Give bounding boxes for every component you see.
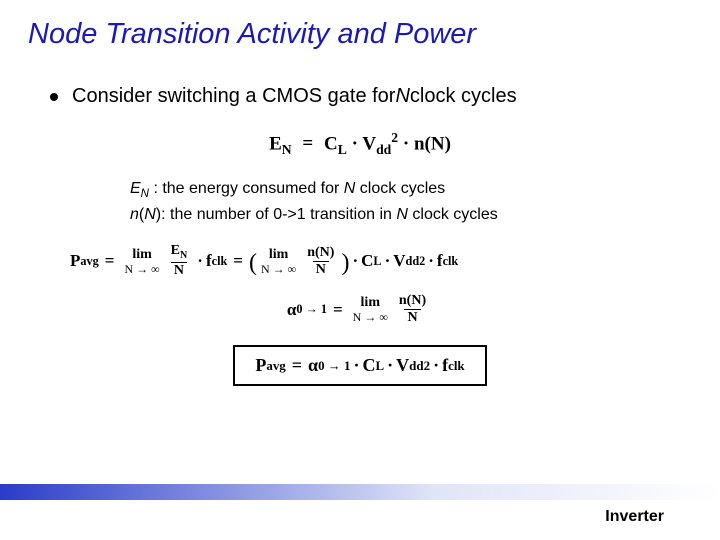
footer-label: Inverter xyxy=(605,508,664,526)
eq4-alpha: α xyxy=(308,355,318,376)
eq2-clk2: clk xyxy=(443,254,459,269)
eq4-dot3: · xyxy=(433,355,439,376)
eq2-dot4: · xyxy=(428,251,434,271)
eq2-dd: dd xyxy=(406,254,420,269)
eq4-sub: 0 → 1 xyxy=(318,358,350,374)
eq2-sq: 2 xyxy=(419,254,425,269)
eq2-clk1: clk xyxy=(212,254,228,269)
eq1-Vdd-sub: dd xyxy=(376,142,391,157)
eq2-frac2-num: n(N) xyxy=(304,246,337,261)
eq4-dot1: · xyxy=(353,355,359,376)
decorative-gradient-bar xyxy=(0,484,720,500)
eq2-avg: avg xyxy=(80,254,98,269)
eq3-lim-top: lim xyxy=(361,296,380,310)
eq2-frac1-num: EN xyxy=(168,244,191,262)
eq3-lim: lim N → ∞ xyxy=(353,296,388,323)
eq2-C: C xyxy=(361,251,373,271)
eq2-f1-Nsub: N xyxy=(180,250,187,261)
eq4-dot2: · xyxy=(387,355,393,376)
eq1-nN: n(N) xyxy=(414,133,451,154)
def-EN-N: N xyxy=(141,188,149,200)
eq2-lim2-top: lim xyxy=(269,248,288,262)
def-EN: EN : the energy consumed for N clock cyc… xyxy=(130,180,720,200)
eq1-dot1: · xyxy=(352,133,363,154)
boxed-wrap: Pavg = α0 → 1 · CL · Vdd2 · fclk xyxy=(0,345,720,386)
def-nN-Nvar: N xyxy=(396,206,408,223)
eq2-dot1: · xyxy=(197,251,203,271)
eq2-dot3: · xyxy=(385,251,391,271)
eq2-dot2: · xyxy=(352,251,358,271)
eq2-eq2: = xyxy=(233,251,243,271)
eq3-frac: n(N) N xyxy=(396,294,429,325)
def-EN-rest2: clock cycles xyxy=(355,180,445,197)
bullet-pre: Consider switching a CMOS gate for xyxy=(72,85,395,108)
equation-pavg: Pavg = lim N → ∞ EN N · fclk = ( lim N →… xyxy=(70,244,720,278)
eq2-frac1: EN N xyxy=(168,244,191,278)
eq4-V: V xyxy=(396,355,409,376)
def-nN-rest: : the number of 0->1 transition in xyxy=(161,206,396,223)
eq2-lim1-top: lim xyxy=(132,248,151,262)
eq2-V: V xyxy=(393,251,405,271)
eq2-lim1: lim N → ∞ xyxy=(124,248,159,275)
eq2-lim2: lim N → ∞ xyxy=(261,248,296,275)
eq4-dd: dd xyxy=(409,358,423,374)
eq4-eq: = xyxy=(292,355,302,376)
def-EN-E: E xyxy=(130,180,141,197)
eq1-V: V xyxy=(362,133,376,154)
eq1-E: E xyxy=(269,133,282,154)
eq4-P: P xyxy=(255,355,266,376)
bullet-N: N xyxy=(395,85,409,108)
def-EN-rest: : the energy consumed for xyxy=(149,180,344,197)
eq2-lim2-bot: N → ∞ xyxy=(261,263,296,275)
eq2-frac2: n(N) N xyxy=(304,246,337,277)
bullet-row: Consider switching a CMOS gate for N clo… xyxy=(0,51,720,108)
bullet-text: Consider switching a CMOS gate for N clo… xyxy=(72,85,517,108)
def-nN-n: n xyxy=(130,206,139,223)
bullet-post: clock cycles xyxy=(410,85,517,108)
eq1-equals: = xyxy=(302,133,318,154)
eq4-avg: avg xyxy=(266,358,285,374)
def-nN-rest2: clock cycles xyxy=(408,206,498,223)
eq4-CL: L xyxy=(376,358,385,374)
eq3-num: n(N) xyxy=(396,294,429,309)
def-nN: n(N): the number of 0->1 transition in N… xyxy=(130,206,720,224)
definitions: EN : the energy consumed for N clock cyc… xyxy=(130,180,720,224)
equation-alpha: α0 → 1 = lim N → ∞ n(N) N xyxy=(0,294,720,325)
eq1-dot2: · xyxy=(403,133,414,154)
eq3-lim-bot: N → ∞ xyxy=(353,311,388,323)
eq1-sq: 2 xyxy=(391,130,398,145)
eq2-lim1-bot: N → ∞ xyxy=(124,263,159,275)
eq2-frac1-den: N xyxy=(171,262,187,278)
eq2-f1-E: E xyxy=(171,243,180,258)
eq4-C: C xyxy=(363,355,376,376)
eq2-CL: L xyxy=(373,254,381,269)
eq4-clk: clk xyxy=(448,358,465,374)
eq4-sq: 2 xyxy=(424,358,430,374)
eq1-EN-sub: N xyxy=(282,142,292,157)
equation-boxed: Pavg = α0 → 1 · CL · Vdd2 · fclk xyxy=(233,345,486,386)
def-EN-Nvar: N xyxy=(344,180,356,197)
def-nN-N: N xyxy=(144,206,156,223)
equation-energy: EN = CL · Vdd2 · n(N) xyxy=(0,130,720,158)
eq2-frac2-den: N xyxy=(313,261,329,277)
eq1-CL-sub: L xyxy=(338,142,347,157)
eq2-eq1: = xyxy=(105,251,115,271)
eq3-alpha: α xyxy=(287,300,297,320)
slide-title: Node Transition Activity and Power xyxy=(0,0,720,51)
eq3-sub: 0 → 1 xyxy=(296,302,327,317)
eq3-den: N xyxy=(404,309,420,325)
eq2-P: P xyxy=(70,251,80,271)
eq1-C: C xyxy=(324,133,338,154)
bullet-dot-icon xyxy=(50,93,58,101)
eq3-eq: = xyxy=(333,300,343,320)
